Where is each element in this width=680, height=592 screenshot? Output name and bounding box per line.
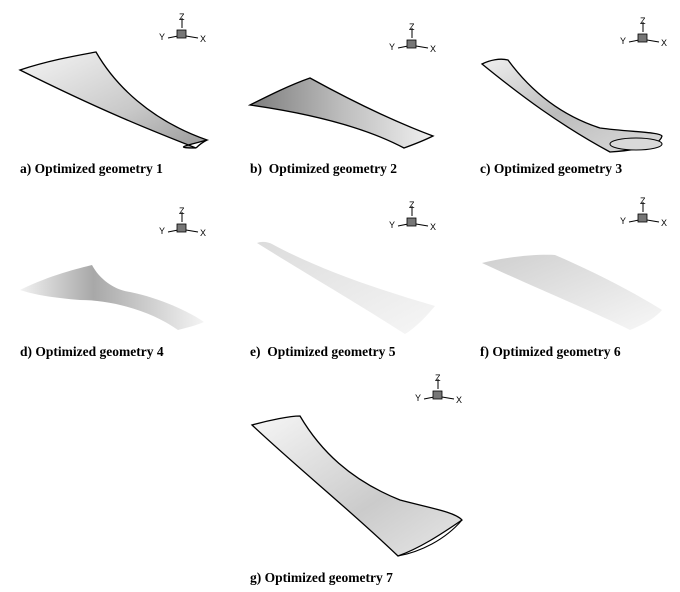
axis-y-label: Y: [389, 42, 395, 52]
axis-triad-icon: Z Y X: [415, 373, 462, 405]
axis-x-label: X: [661, 218, 667, 228]
axis-x-label: X: [200, 34, 206, 44]
axis-triad-icon: Z Y X: [159, 12, 206, 44]
caption-d: d) Optimized geometry 4: [20, 344, 164, 359]
axis-z-label: Z: [409, 200, 415, 210]
axis-y-label: Y: [389, 220, 395, 230]
axis-z-label: Z: [179, 12, 185, 22]
axis-y-label: Y: [415, 393, 421, 403]
axis-y-label: Y: [159, 32, 165, 42]
caption-g: g) Optimized geometry 7: [250, 570, 393, 585]
axis-z-label: Z: [435, 373, 441, 383]
axis-z-label: Z: [640, 16, 646, 26]
caption-f: f) Optimized geometry 6: [480, 344, 621, 359]
axis-triad-icon: Z Y X: [389, 200, 436, 232]
axis-triad-icon: Z Y X: [159, 206, 206, 238]
caption-c: c) Optimized geometry 3: [480, 161, 623, 176]
caption-e: e) Optimized geometry 5: [250, 344, 396, 359]
caption-a: a) Optimized geometry 1: [20, 161, 163, 176]
axis-x-label: X: [430, 222, 436, 232]
axis-z-label: Z: [409, 22, 415, 32]
axis-triad-icon: Z Y X: [620, 196, 667, 228]
axis-x-label: X: [430, 44, 436, 54]
axis-y-label: Y: [159, 226, 165, 236]
axis-x-label: X: [200, 228, 206, 238]
axis-triad-icon: Z Y X: [389, 22, 436, 54]
axis-triad-icon: Z Y X: [620, 16, 667, 48]
caption-b: b) Optimized geometry 2: [250, 161, 397, 176]
axis-z-label: Z: [640, 196, 646, 206]
axis-x-label: X: [456, 395, 462, 405]
axis-z-label: Z: [179, 206, 185, 216]
axis-y-label: Y: [620, 36, 626, 46]
axis-x-label: X: [661, 38, 667, 48]
axis-y-label: Y: [620, 216, 626, 226]
